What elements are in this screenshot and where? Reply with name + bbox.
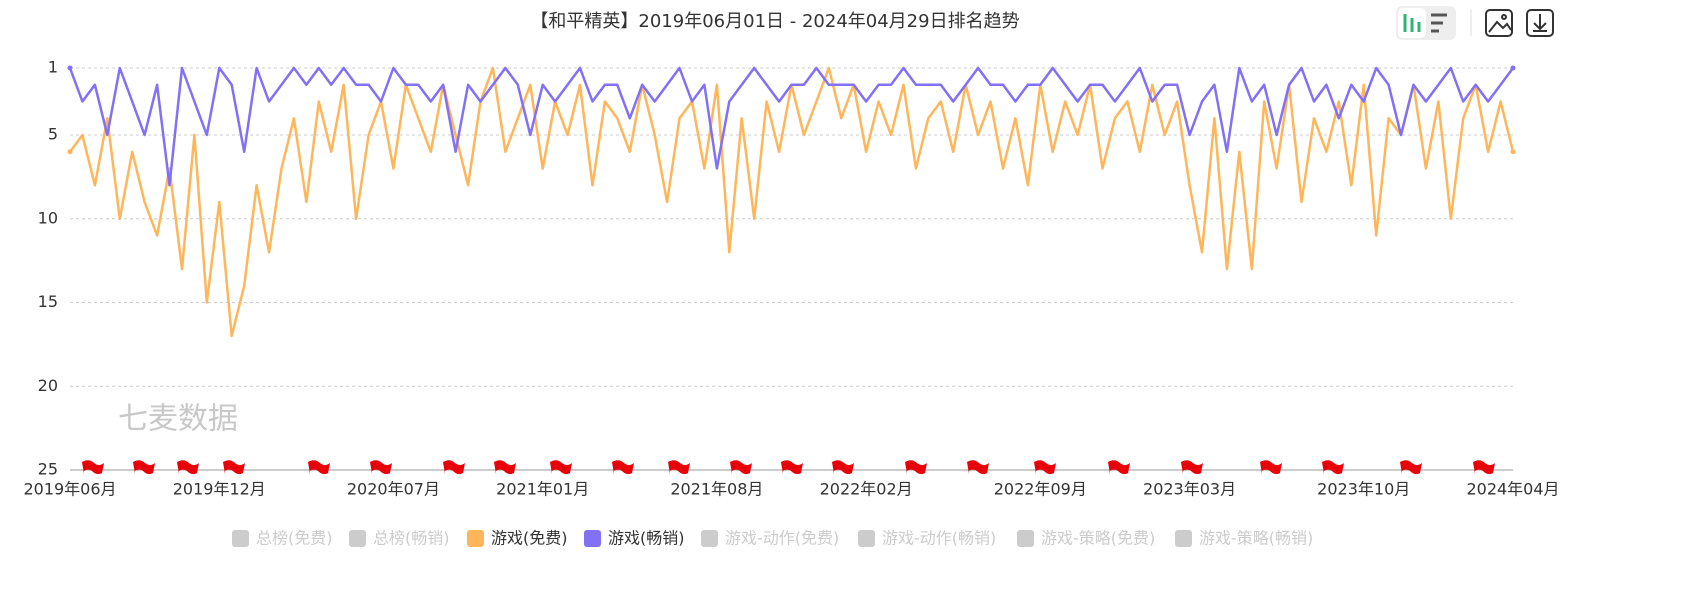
watermark: 七麦数据 [118,402,238,437]
series-line [68,66,1515,338]
x-tick-label: 2019年12月 [173,480,266,499]
legend-swatch [232,530,249,547]
event-flag [1260,460,1282,475]
y-tick-label: 25 [38,460,58,479]
x-tick-label: 2024年04月 [1466,480,1559,499]
event-flag [1108,460,1130,475]
legend-swatch [467,530,484,547]
legend-label: 游戏(免费) [491,529,568,548]
legend-item[interactable]: 游戏(免费) [467,529,568,548]
end-point [67,149,73,155]
legend-item[interactable]: 游戏-策略(免费) [1017,529,1155,548]
image-button[interactable] [1485,9,1513,37]
legend-label: 游戏-策略(畅销) [1199,529,1313,548]
legend-swatch [701,530,718,547]
chart-title: 【和平精英】2019年06月01日 - 2024年04月29日排名趋势 [530,11,1019,32]
legend-swatch [1017,530,1034,547]
y-tick-label: 20 [38,376,58,395]
event-flag [668,460,690,475]
legend-label: 游戏-策略(免费) [1041,529,1155,548]
x-tick-label: 2021年01月 [496,480,589,499]
legend-label: 总榜(免费) [256,529,333,548]
event-flag [223,460,245,475]
legend-label: 总榜(畅销) [373,529,450,548]
event-flag [177,460,199,475]
event-flag [905,460,927,475]
legend-item[interactable]: 游戏-动作(畅销) [858,529,996,548]
event-flag [494,460,516,475]
event-flag [730,460,752,475]
event-flag [1181,460,1203,475]
legend-item[interactable]: 游戏-策略(畅销) [1175,529,1313,548]
event-flag [82,460,104,475]
download-button[interactable] [1526,9,1554,37]
y-tick-label: 10 [38,208,58,227]
x-tick-label: 2019年06月 [23,480,116,499]
legend-swatch [349,530,366,547]
event-flag [308,460,330,475]
event-flag [832,460,854,475]
x-tick-label: 2020年07月 [347,480,440,499]
end-point [67,65,73,71]
legend-item[interactable]: 游戏-动作(免费) [701,529,839,548]
y-tick-label: 15 [38,292,58,311]
x-tick-label: 2021年08月 [670,480,763,499]
end-point [1510,65,1516,71]
event-flag [781,460,803,475]
event-flag [370,460,392,475]
x-tick-label: 2023年03月 [1143,480,1236,499]
event-flag [1322,460,1344,475]
legend-swatch [584,530,601,547]
legend-item[interactable]: 总榜(畅销) [349,529,450,548]
legend-swatch [858,530,875,547]
event-flag [1400,460,1422,475]
event-flag [443,460,465,475]
toolbar [1396,6,1554,40]
y-tick-label: 1 [48,58,58,77]
legend-item[interactable]: 游戏(畅销) [584,529,685,548]
event-flag [1473,460,1495,475]
legend-label: 游戏-动作(免费) [725,529,839,548]
legend-item[interactable]: 总榜(免费) [232,529,333,548]
x-tick-label: 2022年02月 [820,480,913,499]
x-tick-label: 2022年09月 [994,480,1087,499]
event-flag [612,460,634,475]
legend-label: 游戏(畅销) [608,529,685,548]
event-flag [1034,460,1056,475]
event-flag [967,460,989,475]
y-tick-label: 5 [48,125,58,144]
event-flag [550,460,572,475]
series-line [68,66,1515,187]
end-point [1510,149,1516,155]
legend-swatch [1175,530,1192,547]
legend-label: 游戏-动作(畅销) [882,529,996,548]
x-tick-label: 2023年10月 [1317,480,1410,499]
event-flag [133,460,155,475]
